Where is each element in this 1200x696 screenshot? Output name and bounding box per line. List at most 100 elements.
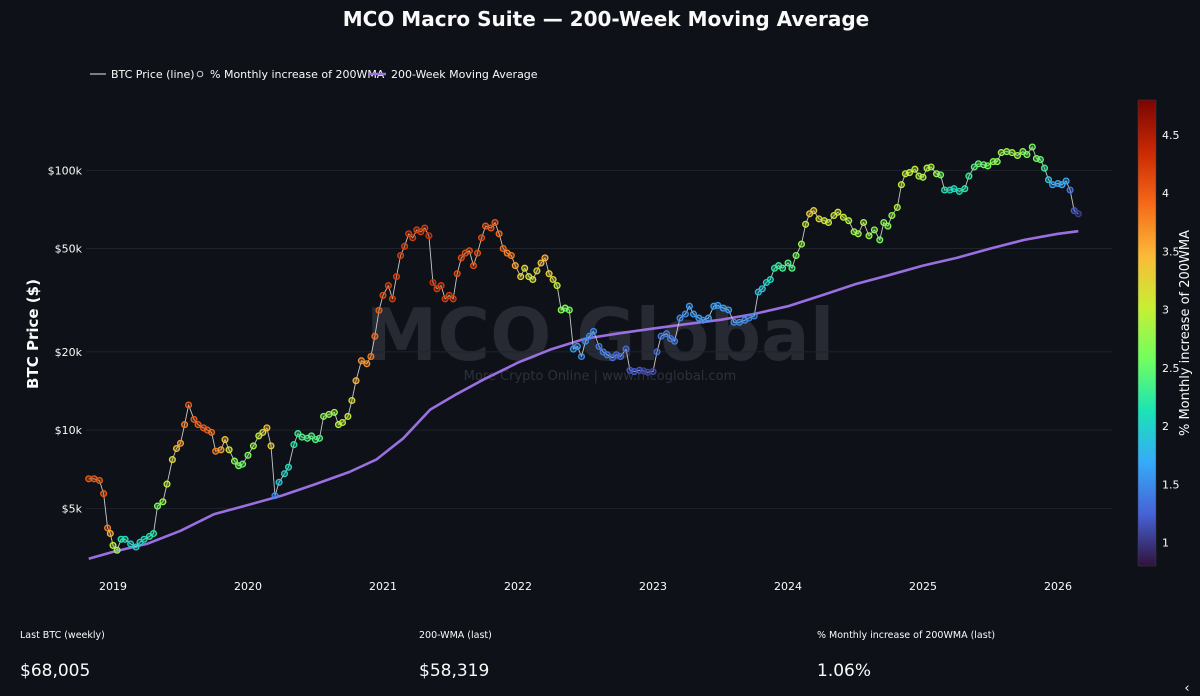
btc-price-point[interactable] xyxy=(792,251,800,260)
btc-price-point[interactable] xyxy=(499,244,507,253)
btc-price-point[interactable] xyxy=(911,165,919,173)
btc-price-point[interactable] xyxy=(421,224,429,232)
btc-price-point[interactable] xyxy=(537,259,545,267)
btc-price-point[interactable] xyxy=(824,218,833,227)
btc-price-point[interactable] xyxy=(1013,151,1022,160)
btc-price-point[interactable] xyxy=(425,232,433,240)
btc-price-point[interactable] xyxy=(95,476,104,485)
btc-price-point[interactable] xyxy=(1066,186,1074,194)
btc-price-point[interactable] xyxy=(1044,176,1053,184)
btc-price-point[interactable] xyxy=(185,401,193,409)
btc-price-point[interactable] xyxy=(478,234,486,242)
btc-price-point[interactable] xyxy=(888,211,896,220)
btc-price-point[interactable] xyxy=(511,262,519,270)
btc-price-point[interactable] xyxy=(437,282,445,290)
btc-price-point[interactable] xyxy=(854,230,862,238)
btc-price-point[interactable] xyxy=(549,275,557,284)
btc-price-point[interactable] xyxy=(405,230,413,238)
btc-price-point[interactable] xyxy=(208,428,216,436)
btc-price-point[interactable] xyxy=(290,441,298,449)
btc-price-point[interactable] xyxy=(267,442,275,450)
btc-price-point[interactable] xyxy=(766,275,774,284)
btc-price-point[interactable] xyxy=(565,306,573,314)
btc-price-point[interactable] xyxy=(401,242,409,250)
btc-price-point[interactable] xyxy=(225,446,233,454)
btc-price-point[interactable] xyxy=(839,213,847,221)
btc-price-point[interactable] xyxy=(573,342,581,350)
btc-price-point[interactable] xyxy=(176,439,185,447)
legend-label-btc[interactable]: BTC Price (line) xyxy=(111,68,195,81)
btc-price-point[interactable] xyxy=(860,218,868,227)
btc-price-point[interactable] xyxy=(487,224,495,232)
btc-price-point[interactable] xyxy=(784,259,792,267)
btc-price-point[interactable] xyxy=(271,492,279,500)
btc-price-point[interactable] xyxy=(581,337,590,345)
btc-price-point[interactable] xyxy=(750,312,758,320)
btc-price-point[interactable] xyxy=(1074,210,1082,218)
btc-price-point[interactable] xyxy=(1062,177,1070,185)
btc-price-point[interactable] xyxy=(553,282,561,290)
btc-price-point[interactable] xyxy=(905,169,914,177)
btc-price-point[interactable] xyxy=(521,264,529,272)
btc-price-point[interactable] xyxy=(140,535,148,543)
btc-price-point[interactable] xyxy=(676,314,684,322)
btc-price-point[interactable] xyxy=(965,172,973,180)
btc-price-point[interactable] xyxy=(876,236,884,244)
btc-price-point[interactable] xyxy=(132,543,140,551)
btc-price-point[interactable] xyxy=(993,158,1001,166)
btc-price-point[interactable] xyxy=(194,421,202,429)
btc-price-point[interactable] xyxy=(121,535,129,543)
btc-price-point[interactable] xyxy=(961,185,969,193)
btc-price-point[interactable] xyxy=(109,541,117,549)
btc-price-point[interactable] xyxy=(937,171,945,179)
btc-price-point[interactable] xyxy=(671,337,679,345)
btc-price-point[interactable] xyxy=(149,529,158,538)
btc-price-point[interactable] xyxy=(275,478,283,486)
btc-price-point[interactable] xyxy=(409,234,417,242)
btc-price-point[interactable] xyxy=(689,310,698,318)
btc-price-point[interactable] xyxy=(392,273,401,281)
btc-price-point[interactable] xyxy=(397,251,405,260)
legend-label-monthly-increase[interactable]: % Monthly increase of 200WMA xyxy=(210,68,385,81)
btc-price-point[interactable] xyxy=(870,226,878,234)
btc-price-point[interactable] xyxy=(507,251,515,260)
btc-price-point[interactable] xyxy=(603,351,611,359)
btc-price-point[interactable] xyxy=(802,220,810,228)
btc-price-point[interactable] xyxy=(473,249,482,257)
btc-price-point[interactable] xyxy=(457,254,465,262)
btc-price-point[interactable] xyxy=(585,332,594,340)
btc-price-point[interactable] xyxy=(379,291,387,299)
btc-price-point[interactable] xyxy=(897,181,905,189)
btc-price-point[interactable] xyxy=(1036,156,1044,164)
btc-price-point[interactable] xyxy=(113,546,121,554)
btc-price-point[interactable] xyxy=(249,442,257,450)
btc-price-point[interactable] xyxy=(491,218,499,227)
btc-price-point[interactable] xyxy=(181,421,189,429)
btc-price-point[interactable] xyxy=(788,264,796,272)
btc-price-point[interactable] xyxy=(429,278,437,287)
btc-price-point[interactable] xyxy=(545,270,553,278)
btc-price-point[interactable] xyxy=(344,412,352,420)
btc-price-point[interactable] xyxy=(348,396,356,405)
btc-price-point[interactable] xyxy=(681,310,689,318)
btc-price-point[interactable] xyxy=(367,352,375,361)
btc-price-point[interactable] xyxy=(653,348,661,356)
btc-price-point[interactable] xyxy=(622,345,630,353)
btc-price-point[interactable] xyxy=(375,306,383,314)
btc-price-point[interactable] xyxy=(315,434,324,442)
btc-price-point[interactable] xyxy=(263,424,271,432)
btc-price-point[interactable] xyxy=(127,540,135,548)
btc-price-point[interactable] xyxy=(363,360,371,368)
btc-price-point[interactable] xyxy=(1040,164,1049,172)
btc-price-point[interactable] xyxy=(259,428,267,436)
btc-price-point[interactable] xyxy=(217,446,225,454)
btc-price-point[interactable] xyxy=(704,314,712,322)
btc-price-point[interactable] xyxy=(352,377,360,385)
btc-price-point[interactable] xyxy=(495,230,503,238)
btc-price-point[interactable] xyxy=(449,295,457,303)
btc-price-point[interactable] xyxy=(168,456,176,464)
btc-price-point[interactable] xyxy=(1028,143,1036,151)
btc-price-point[interactable] xyxy=(517,273,525,281)
btc-price-point[interactable] xyxy=(100,490,108,498)
btc-price-point[interactable] xyxy=(590,327,598,335)
